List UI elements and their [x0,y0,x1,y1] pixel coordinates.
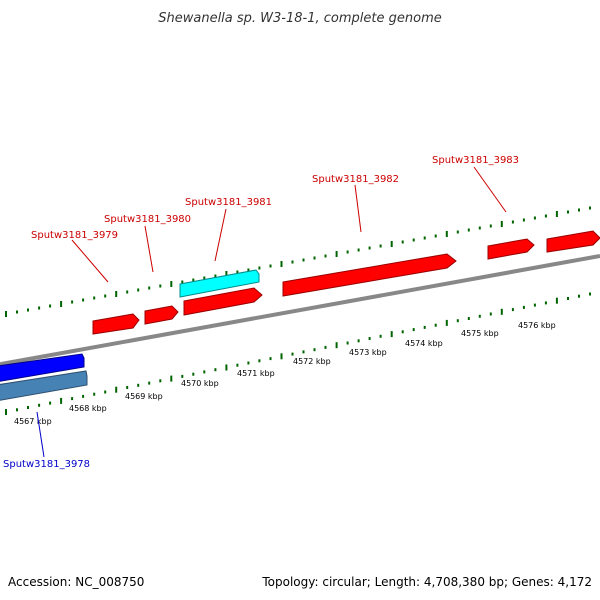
gene-feature-highlight[interactable] [179,269,260,298]
scale-label: 4570 kbp [181,379,219,388]
scale-label: 4573 kbp [349,348,387,357]
inner-tick-ring [5,292,591,415]
genome-summary-text: Topology: circular; Length: 4,708,380 bp… [261,575,592,589]
forward-strand-features [92,230,600,335]
leader-line-3982 [354,184,362,233]
gene-feature-steelblue[interactable] [0,370,88,402]
gene-feature-3979[interactable] [92,313,140,335]
gene-feature-3981[interactable] [183,287,263,316]
gene-label-3982[interactable]: Sputw3181_3982 [312,174,399,185]
scale-label: 4575 kbp [461,329,499,338]
scale-label: 4568 kbp [69,404,107,413]
scale-label: 4572 kbp [293,357,331,366]
scale-label: 4571 kbp [237,369,275,378]
gene-label-3983[interactable]: Sputw3181_3983 [432,155,519,166]
genome-backbone [0,254,600,367]
leader-line-3981 [214,208,227,262]
gene-feature-blue[interactable] [0,353,85,383]
scale-label: 4569 kbp [125,392,163,401]
scale-labels: 4567 kbp 4568 kbp 4569 kbp 4570 kbp 4571… [14,321,556,426]
leader-line-3978 [36,411,45,458]
reverse-strand-features [0,353,88,402]
scale-label: 4576 kbp [518,321,556,330]
gene-label-3979[interactable]: Sputw3181_3979 [31,230,118,241]
gene-label-3981[interactable]: Sputw3181_3981 [185,197,272,208]
gene-labels: Sputw3181_3978 Sputw3181_3979 Sputw3181_… [3,155,519,470]
gene-feature-3982[interactable] [282,253,457,297]
gene-label-3978[interactable]: Sputw3181_3978 [3,459,90,470]
gene-feature-3980[interactable] [144,305,179,325]
gene-feature-3983[interactable] [487,238,535,260]
leader-line-3980 [144,225,154,273]
outer-tick-ring [5,206,591,317]
scale-label: 4574 kbp [405,339,443,348]
leader-line-3979 [71,239,109,283]
map-title: Shewanella sp. W3-18-1, complete genome [158,11,441,26]
gene-label-3980[interactable]: Sputw3181_3980 [104,214,191,225]
accession-text: Accession: NC_008750 [8,575,144,589]
gene-feature-next[interactable] [546,230,600,253]
scale-label: 4567 kbp [14,417,52,426]
leader-line-3983 [473,166,507,213]
label-leader-lines [36,166,507,458]
